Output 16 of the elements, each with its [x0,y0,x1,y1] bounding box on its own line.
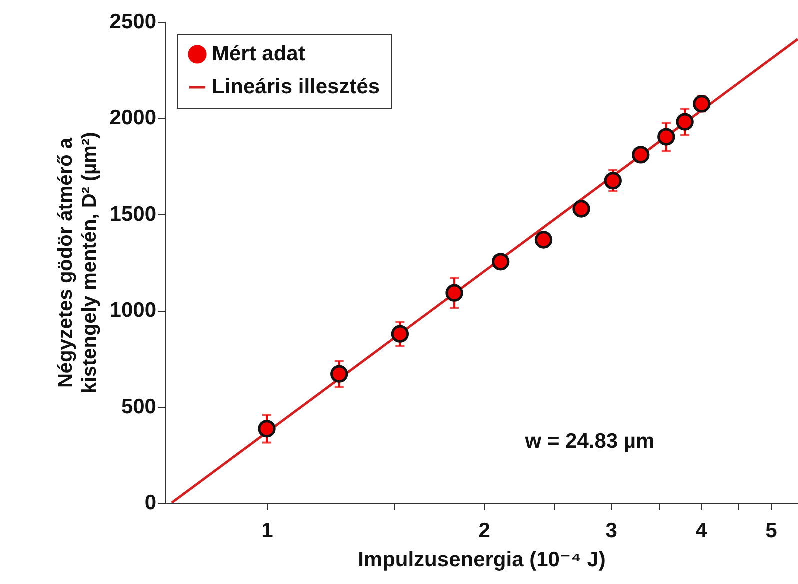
annotation: w = 24.83 µm [524,430,655,453]
legend-label: Mért adat [212,42,306,66]
y-tick-label: 500 [121,395,156,418]
y-tick-label: 2000 [110,106,156,130]
legend-label: Lineáris illesztés [212,76,380,98]
x-axis-title: Impulzusenergia (10⁻⁴ J) [358,548,606,572]
y-axis-title: Négyzetes gödör átmérő a kistengely mentén, D² (µm²) [54,132,101,394]
y-tick-label: 0 [144,492,156,514]
x-tick-label: 1 [262,520,274,542]
y-tick-label: 1500 [110,202,156,226]
x-tick-label: 5 [766,520,778,542]
y-tick-label: 2500 [110,10,156,34]
x-tick-label: 2 [478,520,490,542]
x-tick-label: 4 [696,520,708,542]
x-tick-label: 3 [606,520,618,542]
y-tick-label: 1000 [110,299,156,322]
